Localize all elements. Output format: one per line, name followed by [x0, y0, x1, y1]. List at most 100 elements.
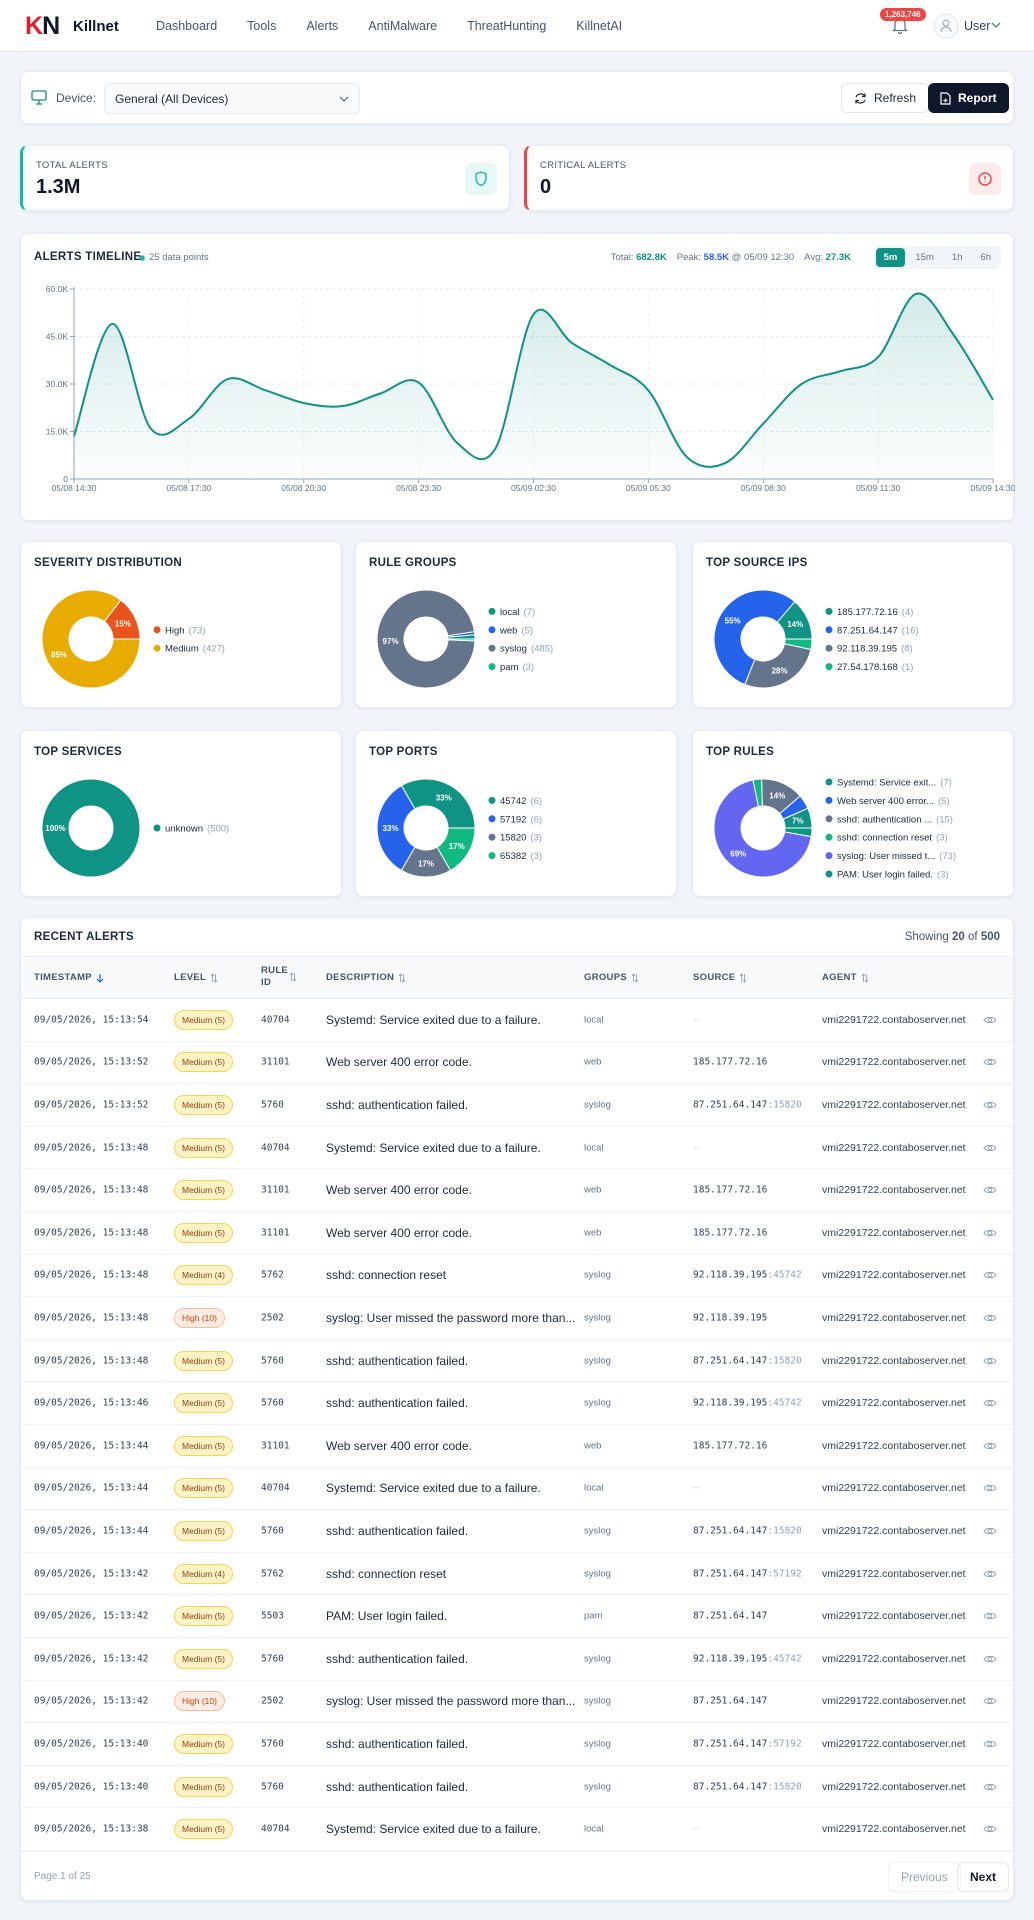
- refresh-icon: [855, 92, 866, 104]
- view-button[interactable]: [983, 1782, 997, 1792]
- legend-count: (7): [940, 778, 952, 789]
- source-port: :57192: [767, 1568, 802, 1580]
- nav-item[interactable]: ThreatHunting: [467, 19, 547, 33]
- next-button[interactable]: Next: [957, 1862, 1010, 1892]
- source-port: :15820: [767, 1525, 802, 1537]
- legend-label: local: [500, 607, 520, 618]
- view-button[interactable]: [983, 1483, 997, 1493]
- interval-button[interactable]: 6h: [980, 252, 991, 263]
- pupil: [987, 1826, 993, 1832]
- legend-swatch: [153, 644, 161, 652]
- legend-count: (3): [530, 833, 542, 844]
- column-title: LEVEL: [174, 972, 207, 983]
- avatar[interactable]: [933, 13, 959, 39]
- timestamp: 09/05/2026, 15:13:42: [34, 1695, 149, 1707]
- nav-item[interactable]: Dashboard: [156, 19, 218, 33]
- view-button[interactable]: [983, 1654, 997, 1664]
- timestamp: 09/05/2026, 15:13:54: [34, 1014, 149, 1026]
- view-button[interactable]: [983, 1696, 997, 1706]
- eye: [983, 1783, 997, 1790]
- interval-button[interactable]: 1h: [951, 252, 963, 263]
- previous-button[interactable]: Previous: [888, 1862, 961, 1892]
- view-button[interactable]: [983, 1228, 997, 1238]
- view-button[interactable]: [983, 1739, 997, 1749]
- interval-button[interactable]: 5m: [875, 248, 906, 267]
- view-button[interactable]: [983, 1015, 997, 1025]
- timestamp: 09/05/2026, 15:13:48: [34, 1312, 149, 1324]
- interval-button[interactable]: 15m: [915, 252, 934, 263]
- device-select[interactable]: General (All Devices): [104, 83, 360, 114]
- view-button[interactable]: [983, 1398, 997, 1408]
- view-button[interactable]: [983, 1057, 997, 1067]
- x-tick-label: 05/08 17:30: [166, 483, 211, 493]
- view-button[interactable]: [983, 1441, 997, 1451]
- rule-id: 5760: [261, 1355, 284, 1367]
- pie-card: TOP SOURCE IPS 14% 55% 28% 185.177.72.16 (4) 8…: [692, 541, 1014, 708]
- source-ip: —: [693, 1142, 699, 1154]
- agent: vmi2291722.contaboserver.net: [822, 1439, 966, 1452]
- logo[interactable]: KN: [25, 12, 60, 41]
- pie-card: RULE GROUPS 97% local (7) web (5) syslog (485) p…: [355, 541, 677, 708]
- groups: web: [584, 1184, 602, 1196]
- nav-item[interactable]: KillnetAI: [576, 19, 623, 33]
- x-tick-label: 05/08 14:30: [52, 483, 97, 493]
- legend-swatch: [488, 796, 496, 804]
- legend-item: local (7): [500, 607, 535, 618]
- source-ip: —: [693, 1823, 699, 1835]
- table-row: 09/05/2026, 15:13:38 Medium (5) 40704 Syste…: [21, 1808, 1013, 1851]
- eye: [983, 1101, 997, 1109]
- summary-label: Avg:: [804, 252, 823, 263]
- nav-item[interactable]: Alerts: [306, 19, 339, 33]
- source: 87.251.64.147:15820: [693, 1355, 802, 1366]
- level-badge: Medium (5): [174, 1478, 233, 1499]
- view-button[interactable]: [983, 1356, 997, 1366]
- column-header[interactable]: TIMESTAMP: [34, 972, 104, 983]
- description: sshd: authentication failed.: [326, 1097, 469, 1112]
- view-button[interactable]: [983, 1569, 997, 1579]
- column-header[interactable]: AGENT: [822, 972, 869, 983]
- nav-item[interactable]: Tools: [247, 19, 277, 33]
- level-badge: Medium (4): [174, 1265, 233, 1286]
- column-header[interactable]: RULE ID: [261, 965, 299, 989]
- column-header[interactable]: GROUPS: [584, 972, 639, 983]
- source-ip: 92.118.39.195: [693, 1269, 768, 1281]
- column-header[interactable]: SOURCE: [693, 972, 747, 983]
- showing-prefix: Showing: [904, 931, 949, 943]
- refresh-button[interactable]: Refresh: [841, 83, 930, 113]
- legend-count: (1): [902, 662, 914, 673]
- groups: pam: [584, 1610, 603, 1622]
- level-badge: Medium (5): [174, 1393, 233, 1414]
- pupil: [987, 1486, 993, 1491]
- summary-value: 58.5K: [703, 252, 730, 263]
- pupil: [987, 1613, 993, 1619]
- column-header[interactable]: DESCRIPTION: [326, 972, 406, 983]
- view-button[interactable]: [983, 1313, 997, 1323]
- column-header[interactable]: LEVEL: [174, 972, 218, 983]
- slice-label: 14%: [769, 792, 785, 801]
- report-button[interactable]: Report: [928, 83, 1009, 113]
- level-badge: High (10): [174, 1307, 225, 1328]
- user-menu[interactable]: User: [964, 19, 991, 33]
- timestamp: 09/05/2026, 15:13:42: [34, 1653, 149, 1665]
- eye: [983, 1144, 997, 1151]
- legend-count: (5): [938, 796, 950, 807]
- source: 87.251.64.147: [693, 1611, 767, 1622]
- view-button[interactable]: [983, 1824, 997, 1834]
- pie-slice: [713, 589, 796, 686]
- view-button[interactable]: [983, 1611, 997, 1621]
- rule-id: 40704: [261, 1142, 290, 1154]
- view-button[interactable]: [983, 1100, 997, 1110]
- table-title: RECENT ALERTS: [34, 931, 134, 943]
- legend-count: (6): [530, 814, 542, 825]
- level-badge: Medium (5): [174, 1094, 233, 1115]
- view-button[interactable]: [983, 1526, 997, 1536]
- view-button[interactable]: [983, 1143, 997, 1153]
- stat-label: CRITICAL ALERTS: [540, 160, 627, 171]
- line: [73, 292, 994, 468]
- pie-slice: [41, 589, 141, 689]
- nav-item[interactable]: AntiMalware: [368, 19, 438, 33]
- view-button[interactable]: [983, 1185, 997, 1195]
- showing-total: 500: [980, 931, 1000, 943]
- table-row: 09/05/2026, 15:13:42 Medium (5) 5503 PAM: U…: [21, 1595, 1013, 1638]
- view-button[interactable]: [983, 1270, 997, 1280]
